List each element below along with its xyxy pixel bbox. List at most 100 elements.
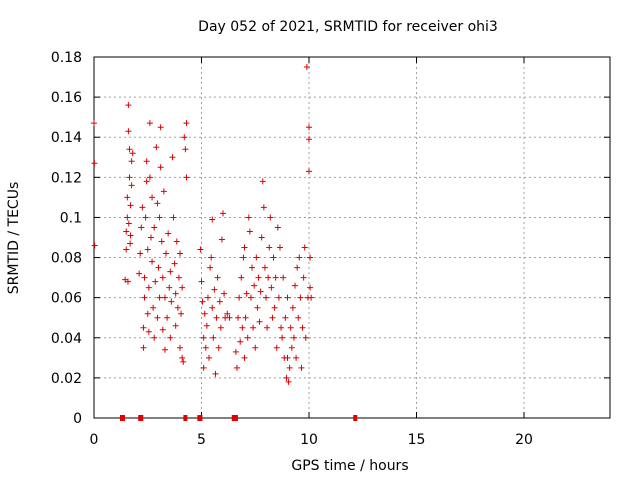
data-point: [179, 284, 186, 291]
data-point: [198, 278, 205, 285]
data-point: [295, 314, 302, 321]
x-tick-label: 5: [197, 432, 206, 448]
data-point: [275, 294, 282, 301]
data-point: [238, 274, 245, 281]
data-point: [250, 324, 257, 331]
data-point: [142, 214, 149, 221]
data-point: [151, 334, 158, 341]
data-point: [294, 264, 301, 271]
data-point: [200, 334, 207, 341]
data-point: [124, 278, 131, 285]
data-point: [237, 338, 244, 345]
x-axis-label: GPS time / hours: [291, 458, 408, 474]
data-point: [282, 314, 289, 321]
data-point: [206, 354, 213, 361]
data-point: [216, 298, 223, 305]
data-point: [260, 204, 267, 211]
data-point: [224, 310, 231, 317]
data-point: [166, 284, 173, 291]
data-point: [226, 314, 233, 321]
data-point: [286, 364, 293, 371]
data-point: [308, 294, 315, 301]
data-point: [247, 294, 254, 301]
data-point: [276, 244, 283, 251]
y-tick-label: 0.04: [51, 331, 82, 347]
y-tick-label: 0.16: [51, 90, 82, 106]
data-point: [273, 344, 280, 351]
data-point: [152, 278, 159, 285]
data-point: [172, 290, 179, 297]
data-point: [243, 290, 250, 297]
data-point: [242, 314, 249, 321]
data-point: [306, 124, 312, 131]
data-point: [155, 264, 162, 271]
data-point: [249, 264, 256, 271]
data-point: [258, 234, 265, 241]
data-point: [171, 260, 178, 267]
data-point: [267, 214, 274, 221]
data-point: [204, 294, 211, 301]
data-point: [210, 334, 217, 341]
data-point: [253, 254, 260, 261]
data-point: [126, 174, 133, 181]
data-point: [128, 158, 135, 165]
data-point: [296, 254, 303, 261]
data-point: [124, 214, 131, 221]
data-point: [303, 64, 310, 71]
y-tick-label: 0.18: [51, 50, 82, 66]
data-point: [128, 182, 135, 189]
x-tick-label: 20: [515, 432, 533, 448]
data-point: [123, 228, 130, 235]
data-point: [299, 324, 306, 331]
data-point: [167, 334, 174, 341]
data-point: [265, 274, 272, 281]
data-point: [141, 274, 148, 281]
grid-lines: [94, 57, 610, 418]
data-point: [151, 224, 158, 231]
data-point: [144, 310, 151, 317]
data-point: [169, 154, 176, 161]
data-point: [241, 354, 248, 361]
zero-marker: [231, 415, 236, 421]
data-point: [91, 242, 98, 249]
data-point: [221, 290, 228, 297]
data-point: [182, 146, 189, 153]
data-point: [240, 254, 247, 261]
data-point: [167, 268, 174, 275]
x-tick-labels: 0 5 10 15 20: [90, 432, 533, 448]
data-points: [91, 64, 358, 421]
data-point: [177, 250, 183, 257]
data-point: [146, 120, 153, 127]
data-point: [287, 324, 294, 331]
data-point: [126, 146, 133, 153]
data-point: [170, 214, 177, 221]
data-point: [158, 238, 165, 245]
data-point: [125, 128, 132, 135]
data-point: [215, 344, 222, 351]
data-point: [160, 188, 167, 195]
axis-ticks: [93, 56, 610, 419]
data-point: [259, 178, 266, 185]
data-point: [292, 282, 299, 289]
data-point: [307, 284, 314, 291]
data-point: [284, 294, 291, 301]
data-point: [307, 254, 314, 261]
data-point: [209, 304, 216, 311]
data-point: [218, 236, 225, 243]
y-tick-label: 0: [73, 411, 82, 427]
data-point: [270, 254, 277, 261]
data-point: [183, 120, 190, 127]
data-point: [289, 304, 296, 311]
data-point: [300, 274, 307, 281]
data-point: [154, 200, 161, 207]
data-point: [143, 178, 150, 185]
data-point: [145, 284, 152, 291]
data-point: [201, 310, 208, 317]
data-point: [203, 322, 210, 329]
y-tick-label: 0.06: [51, 291, 82, 307]
data-point: [212, 370, 219, 377]
data-point: [127, 202, 134, 209]
data-point: [202, 344, 209, 351]
data-point: [208, 254, 215, 261]
